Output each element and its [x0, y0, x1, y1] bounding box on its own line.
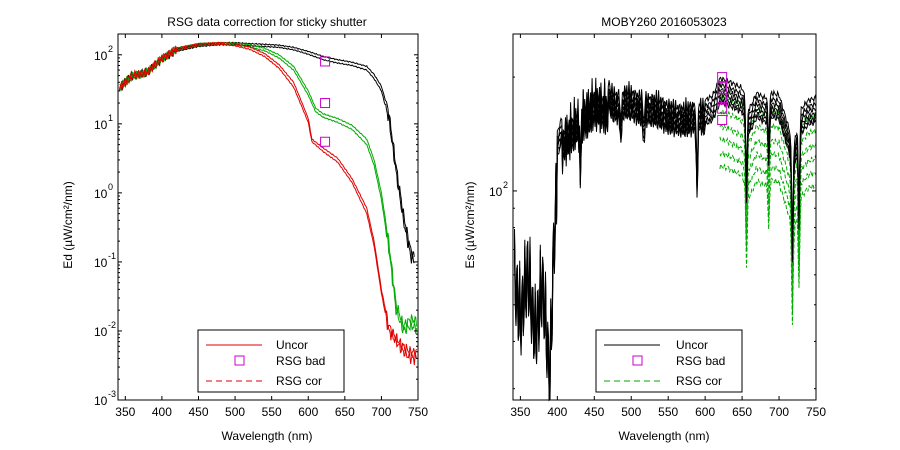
- right-plot-frame: [512, 33, 817, 401]
- x-tick-label: 600: [695, 405, 715, 419]
- left-legend-rsg-cor-label: RSG cor: [276, 374, 322, 388]
- left-series-group: [119, 41, 417, 365]
- x-tick-label: 350: [510, 405, 530, 419]
- rsg-bad-marker: [320, 98, 331, 109]
- y-tick-label: 10: [94, 394, 108, 408]
- right-legend-rsg-bad-label: RSG bad: [676, 354, 725, 368]
- x-tick-label: 650: [335, 405, 355, 419]
- left-plot-frame: [117, 33, 419, 401]
- left-legend-rsg-bad-swatch: [234, 355, 245, 366]
- left-x-axis-label: Wavelength (nm): [222, 429, 313, 443]
- x-tick-label: 600: [298, 405, 318, 419]
- rsg-bad-marker: [717, 82, 728, 93]
- y-tick-exponent: 0: [108, 182, 113, 192]
- series-line: [719, 162, 817, 326]
- left-legend: Uncor RSG bad RSG cor: [197, 329, 345, 393]
- left-legend-uncor-label: Uncor: [276, 338, 308, 352]
- left-y-axis-label: Ed (µW/cm²/nm): [61, 181, 75, 269]
- x-tick-label: 550: [658, 405, 678, 419]
- rsg-bad-marker: [717, 103, 728, 114]
- rsg-bad-marker: [320, 56, 331, 67]
- x-tick-label: 700: [371, 405, 391, 419]
- left-rsg-bad-markers: [320, 56, 331, 147]
- x-tick-label: 500: [225, 405, 245, 419]
- right-series-group: [514, 76, 817, 402]
- right-chart-title: MOBY260 2016053023: [601, 15, 727, 29]
- x-tick-label: 650: [732, 405, 752, 419]
- x-tick-label: 750: [806, 405, 826, 419]
- left-legend-rsg-bad-label: RSG bad: [276, 354, 325, 368]
- y-tick-label: 10: [94, 49, 108, 63]
- y-tick-label: 10: [94, 118, 108, 132]
- left-x-ticks: 350 400 450 500 550 600 650 700 750: [115, 34, 428, 419]
- y-tick-exponent: 2: [108, 44, 113, 54]
- right-y-axis-label: Es (µW/cm²/nm): [463, 182, 477, 269]
- right-legend: Uncor RSG bad RSG cor: [595, 329, 743, 393]
- x-tick-label: 500: [621, 405, 641, 419]
- x-tick-label: 400: [547, 405, 567, 419]
- series-line: [514, 99, 817, 402]
- x-tick-label: 350: [115, 405, 135, 419]
- right-legend-rsg-bad-swatch: [632, 355, 643, 366]
- right-legend-uncor-label: Uncor: [676, 338, 708, 352]
- series-line: [119, 41, 417, 359]
- series-line: [119, 43, 417, 365]
- left-legend-box: [197, 329, 345, 393]
- right-legend-box: [595, 329, 743, 393]
- x-tick-label: 750: [408, 405, 428, 419]
- rsg-bad-marker: [320, 136, 331, 147]
- x-tick-label: 450: [188, 405, 208, 419]
- right-legend-rsg-cor-label: RSG cor: [676, 374, 722, 388]
- right-x-axis-label: Wavelength (nm): [619, 429, 710, 443]
- left-chart: RSG data correction for sticky shutter W…: [61, 15, 428, 443]
- left-chart-title: RSG data correction for sticky shutter: [167, 15, 366, 29]
- y-tick-exponent: -2: [108, 320, 116, 330]
- y-tick-exponent: -1: [108, 251, 116, 261]
- y-tick-label: 10: [94, 325, 108, 339]
- y-tick-label: 10: [94, 187, 108, 201]
- x-tick-label: 550: [262, 405, 282, 419]
- rsg-bad-marker: [717, 93, 728, 104]
- y-tick-exponent: -3: [108, 389, 116, 399]
- y-tick-exponent: 2: [503, 180, 508, 190]
- y-tick-exponent: 1: [108, 113, 113, 123]
- x-tick-label: 450: [584, 405, 604, 419]
- rsg-bad-marker: [717, 72, 728, 83]
- x-tick-label: 700: [769, 405, 789, 419]
- right-rsg-bad-markers: [717, 72, 728, 126]
- rsg-bad-marker: [717, 115, 728, 126]
- y-tick-label: 10: [489, 185, 503, 199]
- x-tick-label: 400: [152, 405, 172, 419]
- right-x-ticks: 350 400 450 500 550 600 650 700 750: [510, 34, 826, 419]
- y-tick-label: 10: [94, 256, 108, 270]
- right-chart: MOBY260 2016053023 Wavelength (nm) Es (µ…: [463, 15, 826, 443]
